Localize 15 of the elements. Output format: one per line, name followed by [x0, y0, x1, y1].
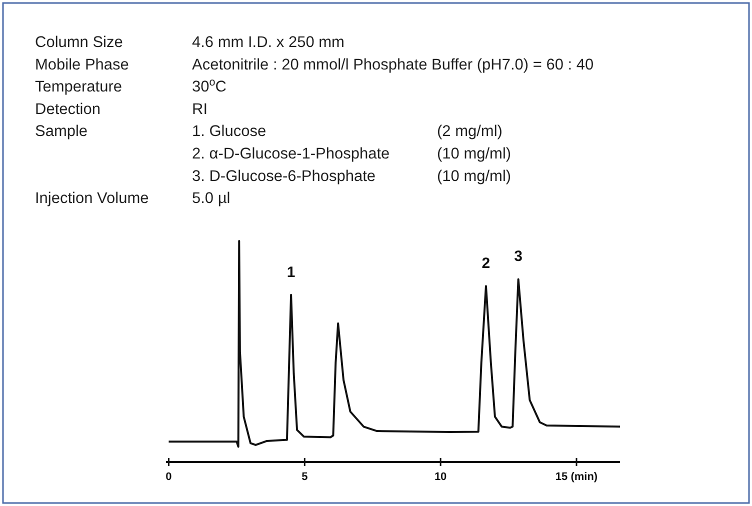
text: Mobile Phase Acetonitrile : 20 mmol/l Phosphate Buffer (pH7.0) = 60 : 40	[35, 56, 594, 74]
x-tick-label: 15 (min)	[555, 471, 598, 483]
text: 3. D-Glucose-6-Phosphate (10 mg/ml)	[192, 168, 512, 185]
x-tick-label: 5	[302, 471, 308, 483]
text: Sample 1. Glucose (2 mg/ml)	[35, 123, 502, 140]
text: Detection RI	[35, 100, 208, 118]
x-tick-label: 10	[434, 471, 447, 483]
text: Injection Volume 5.0 µl	[35, 190, 230, 208]
text: Temperature 30$^{o}$C	[35, 76, 226, 96]
x-tick-label: 0	[166, 471, 172, 483]
text: 2. α-D-Glucose-1-Phosphate (10 mg/ml)	[192, 146, 512, 162]
annotation: 1	[286, 264, 296, 281]
text: Column Size 4.6 mm I.D. x 250 mm	[35, 34, 344, 51]
annotation: 2	[482, 255, 490, 272]
annotation: 3	[514, 248, 522, 266]
